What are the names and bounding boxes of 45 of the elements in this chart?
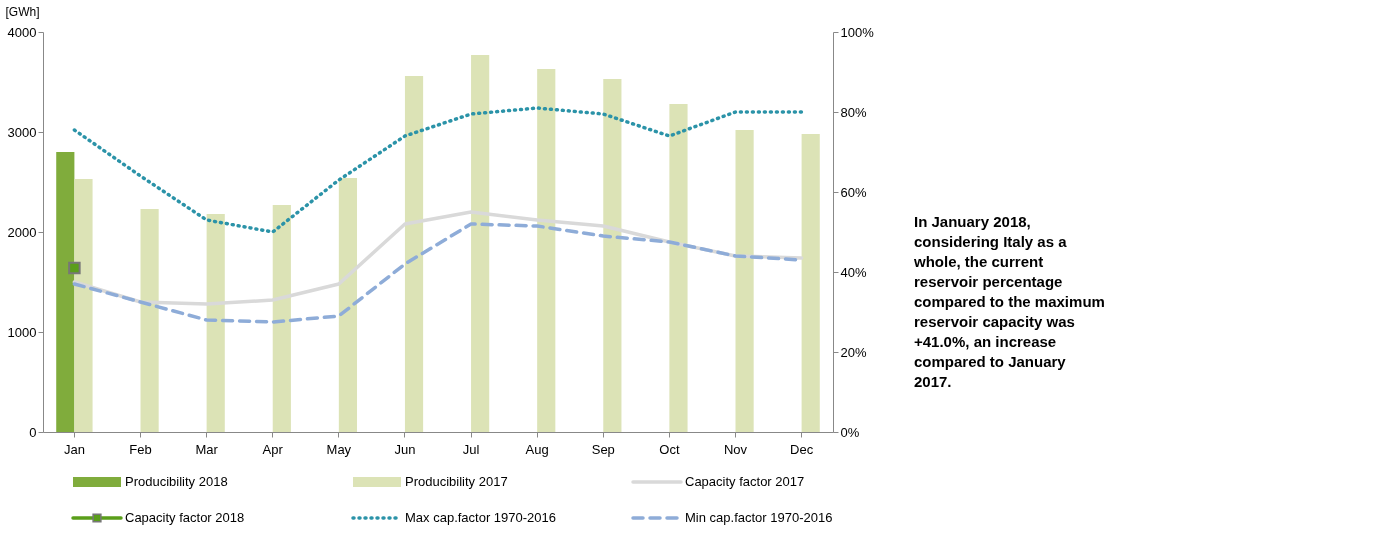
- x-tick-label: Oct: [659, 441, 680, 457]
- legend-label: Producibility 2017: [405, 474, 508, 489]
- legend-label: Capacity factor 2017: [685, 474, 805, 489]
- x-tick-label: Apr: [262, 441, 284, 457]
- bar: [74, 179, 93, 432]
- bar: [140, 209, 159, 432]
- y-tick-label: 3000: [7, 124, 37, 140]
- y-tick-label: 2000: [7, 224, 37, 240]
- x-tick-label: Mar: [195, 441, 219, 457]
- bar: [735, 130, 754, 432]
- y-tick-label: 0: [29, 424, 37, 440]
- bar: [471, 55, 490, 432]
- x-tick-label: Jul: [462, 441, 480, 457]
- text: In January 2018, considering Italy as a whole, the current reservoir percentage compared to the maximum reservoir capacity was +41.0%, an increase compared to January 2017.: [914, 213, 1105, 390]
- y-axis-title: [GWh]: [5, 4, 40, 19]
- bar: [537, 69, 556, 432]
- y-tick-label: 4000: [7, 24, 37, 40]
- x-tick-label: Nov: [723, 441, 748, 457]
- x-tick-label: May: [326, 441, 352, 457]
- y2-tick-label: 0%: [840, 424, 860, 440]
- line-series: [72, 106, 804, 234]
- y2-tick-label: 20%: [840, 344, 867, 360]
- y2-tick-label: 60%: [840, 184, 867, 200]
- y2-tick-label: 40%: [840, 264, 867, 280]
- bar: [801, 134, 820, 432]
- legend-label: Min cap.factor 1970-2016: [685, 510, 833, 525]
- legend-label: Capacity factor 2018: [125, 510, 245, 525]
- bar: [338, 178, 358, 432]
- x-tick-label: Feb: [129, 441, 152, 457]
- bar: [404, 76, 424, 432]
- x-tick-label: Jun: [394, 441, 416, 457]
- x-tick-label: Dec: [790, 441, 814, 457]
- y2-tick-label: 80%: [840, 104, 867, 120]
- legend-label: Producibility 2018: [125, 474, 228, 489]
- bar: [669, 104, 688, 432]
- legend-label: Max cap.factor 1970-2016: [405, 510, 557, 525]
- x-tick-label: Aug: [525, 441, 549, 457]
- y2-tick-label: 100%: [840, 24, 875, 40]
- y-tick-label: 1000: [7, 324, 37, 340]
- bar: [272, 205, 291, 432]
- x-tick-label: Jan: [63, 441, 85, 457]
- bar: [206, 214, 225, 432]
- bar: [56, 152, 75, 432]
- bar: [603, 79, 622, 432]
- x-tick-label: Sep: [591, 441, 615, 457]
